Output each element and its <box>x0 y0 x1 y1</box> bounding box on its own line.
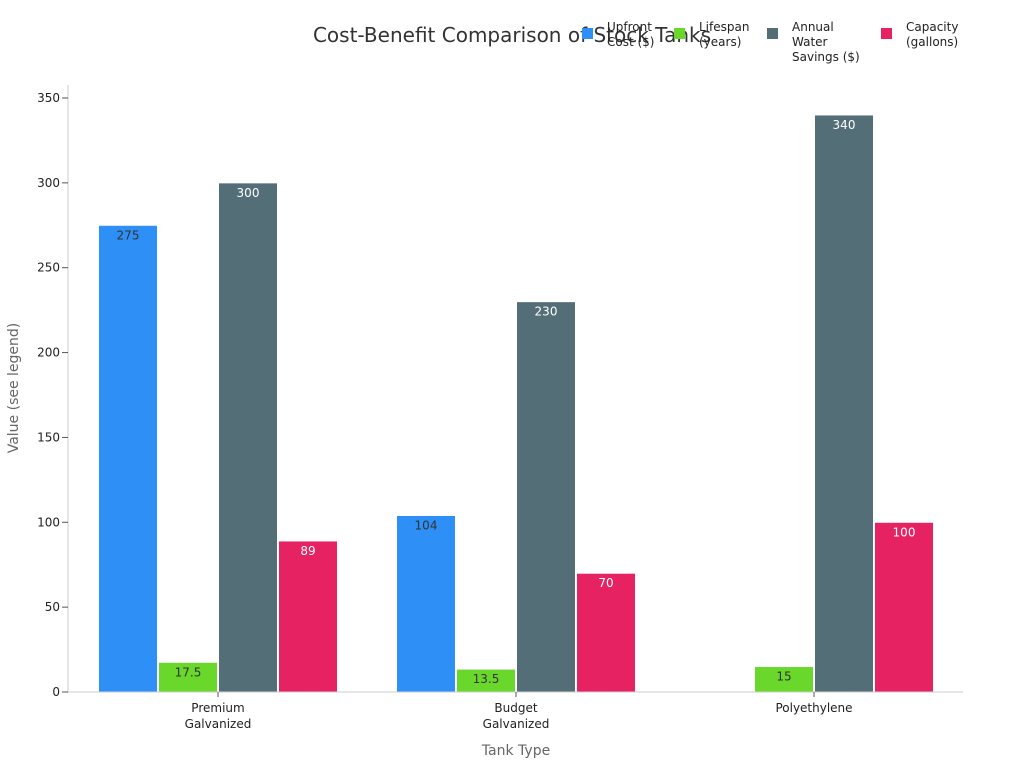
bars-group <box>98 114 934 693</box>
legend-label: (years) <box>699 35 741 49</box>
chart-title: Cost-Benefit Comparison of Stock Tanks <box>313 23 711 47</box>
legend-label: Savings ($) <box>792 50 860 64</box>
y-tick-label: 250 <box>37 261 60 275</box>
y-tick-label: 300 <box>37 176 60 190</box>
bar-value-label: 89 <box>300 544 315 558</box>
legend-swatch <box>674 28 685 39</box>
bar-value-label: 104 <box>415 518 438 532</box>
y-tick-label: 200 <box>37 346 60 360</box>
bar-2-3 <box>754 666 814 693</box>
bar-4-3 <box>874 521 934 693</box>
bar-1-2 <box>396 514 456 693</box>
bar-value-label: 275 <box>117 228 140 242</box>
bar-value-label: 15 <box>776 670 791 684</box>
legend-swatch <box>881 28 892 39</box>
bar-labels-group: 275 104 17.5 13.5 15 300 230 340 89 70 100 <box>117 118 916 686</box>
y-tick-label: 0 <box>52 685 60 699</box>
x-tick-label: Budget <box>494 701 537 715</box>
x-tick-label: Galvanized <box>185 717 252 731</box>
legend-label: Lifespan <box>699 20 749 34</box>
x-tick-label: Premium <box>191 701 244 715</box>
y-tick-label: 100 <box>37 515 60 529</box>
y-axis-title: Value (see legend) <box>6 323 22 454</box>
bar-1-1 <box>98 224 158 693</box>
bar-3-3 <box>814 114 874 693</box>
bar-value-label: 17.5 <box>175 665 202 679</box>
bar-value-label: 70 <box>598 576 613 590</box>
legend-label: Cost ($) <box>607 35 655 49</box>
x-axis-title: Tank Type <box>481 743 550 759</box>
legend-label: (gallons) <box>906 35 958 49</box>
legend-label: Upfront <box>607 20 652 34</box>
bar-value-label: 100 <box>893 525 916 539</box>
bar-2-1 <box>158 661 218 693</box>
bar-3-2 <box>516 301 576 693</box>
y-tick-label: 150 <box>37 430 60 444</box>
legend-swatch <box>767 28 778 39</box>
bar-value-label: 230 <box>535 305 558 319</box>
bar-value-label: 340 <box>833 118 856 132</box>
bar-4-1 <box>278 540 338 693</box>
bar-value-label: 300 <box>237 186 260 200</box>
legend-swatch <box>582 28 593 39</box>
x-ticks-group: Premium Galvanized Budget Galvanized Polyeth… <box>185 692 853 731</box>
legend-label: Water <box>792 35 828 49</box>
y-ticks-group: 0 50 100 150 200 250 300 350 <box>37 91 68 699</box>
legend-label: Capacity <box>906 20 958 34</box>
bar-3-1 <box>218 182 278 693</box>
x-tick-label: Galvanized <box>483 717 550 731</box>
x-tick-label: Polyethylene <box>775 701 852 715</box>
bar-4-2 <box>576 572 636 693</box>
y-tick-label: 50 <box>45 600 60 614</box>
y-tick-label: 350 <box>37 91 60 105</box>
bar-value-label: 13.5 <box>473 672 500 686</box>
legend-label: Annual <box>792 20 834 34</box>
